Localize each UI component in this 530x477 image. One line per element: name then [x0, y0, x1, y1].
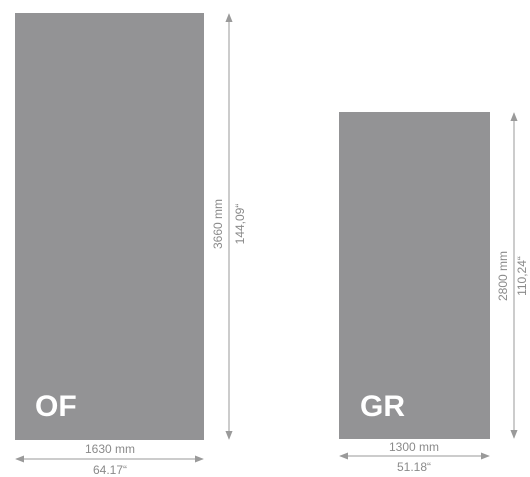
panel-gr-width-mm: 1300 mm	[389, 440, 439, 454]
panel-of-height-in: 144,09“	[233, 204, 247, 245]
panel-of-height-mm: 3660 mm	[211, 199, 225, 249]
panel-gr-label: GR	[360, 390, 405, 423]
panel-of-label: OF	[35, 390, 77, 423]
panel-gr: GR 2800 mm 110,24“ 1300 mm 51.18“	[339, 112, 529, 474]
panel-of-slab	[15, 13, 204, 440]
panel-gr-height-mm: 2800 mm	[496, 251, 510, 301]
panel-gr-width-in: 51.18“	[397, 460, 431, 474]
panel-of-width-in: 64.17“	[93, 463, 127, 477]
panel-of: OF 3660 mm 144,09“ 1630 mm 64.17“	[15, 13, 247, 477]
panel-gr-slab	[339, 112, 490, 439]
panel-gr-height-in: 110,24“	[515, 256, 529, 296]
panel-of-width-mm: 1630 mm	[85, 442, 135, 456]
